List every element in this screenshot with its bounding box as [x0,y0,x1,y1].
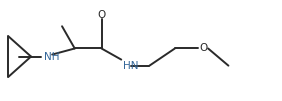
Text: HN: HN [123,61,138,71]
Text: O: O [199,43,207,54]
Text: O: O [97,10,106,20]
Text: NH: NH [44,52,59,62]
